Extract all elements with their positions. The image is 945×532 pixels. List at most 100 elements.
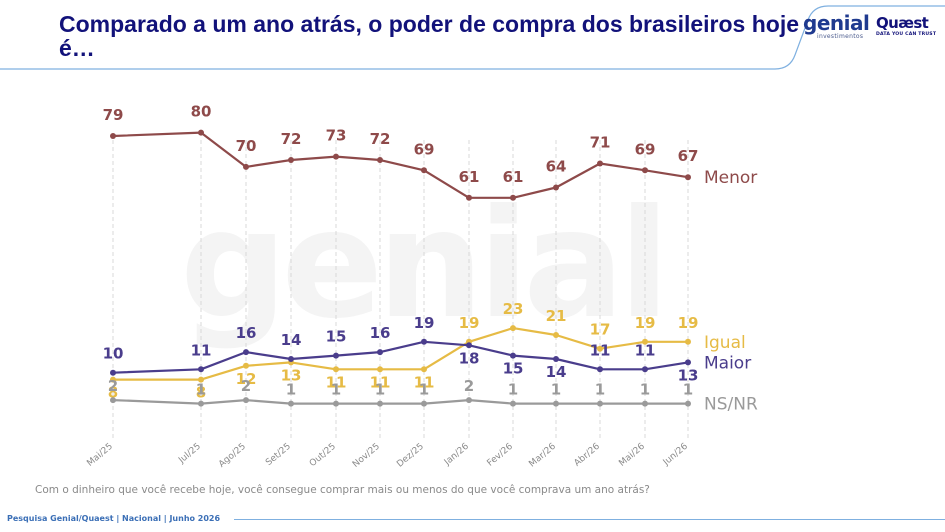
genial-logo-sub: investimentos	[817, 33, 864, 40]
data-label-menor: 79	[103, 106, 124, 124]
data-point-menor	[642, 167, 648, 174]
x-tick-label: Nov/25	[351, 442, 382, 470]
data-label-menor: 73	[326, 127, 347, 145]
data-point-menor	[110, 133, 116, 139]
x-tick-label: Out/25	[308, 442, 338, 469]
genial-watermark: genial	[180, 178, 670, 352]
data-label-ns-nr: 1	[286, 381, 296, 399]
data-label-maior: 13	[678, 366, 699, 384]
data-point-maior	[642, 366, 648, 373]
data-point-ns-nr	[642, 400, 648, 407]
data-point-igual	[110, 376, 116, 383]
data-point-menor	[510, 194, 516, 201]
data-label-menor: 72	[370, 130, 391, 148]
data-label-menor: 61	[459, 168, 480, 186]
data-point-igual	[333, 366, 339, 373]
data-label-menor: 64	[546, 158, 567, 176]
x-tick-label: Dez/25	[395, 442, 426, 470]
data-label-igual: 13	[281, 366, 302, 384]
survey-question: Com o dinheiro que você recebe hoje, voc…	[35, 484, 650, 496]
data-point-maior	[333, 352, 339, 359]
x-tick-label: Jan/26	[442, 441, 471, 468]
data-point-menor	[243, 163, 249, 170]
series-end-label-maior: Maior	[704, 353, 751, 373]
data-point-maior	[510, 352, 516, 359]
data-point-menor	[198, 129, 204, 136]
x-tick-label: Abr/26	[572, 441, 602, 468]
data-label-menor: 70	[236, 137, 257, 155]
data-label-ns-nr: 1	[196, 381, 206, 399]
data-label-igual: 8	[108, 384, 118, 402]
data-label-igual: 23	[503, 300, 524, 318]
data-point-menor	[685, 174, 691, 181]
data-point-maior	[685, 359, 691, 366]
series-end-label-ns-nr: NS/NR	[704, 395, 758, 415]
data-point-maior	[553, 356, 559, 362]
data-label-maior: 11	[635, 341, 656, 359]
data-label-menor: 72	[281, 130, 302, 148]
data-point-ns-nr	[243, 397, 249, 404]
data-point-igual	[685, 338, 691, 345]
data-label-maior: 19	[414, 314, 435, 332]
data-label-igual: 19	[678, 314, 699, 332]
data-point-maior	[198, 366, 204, 373]
series-end-label-menor: Menor	[704, 168, 757, 188]
data-point-ns-nr	[597, 400, 603, 407]
data-point-maior	[597, 366, 603, 373]
quaest-logo-tagline: DATA YOU CAN TRUST	[876, 32, 937, 37]
data-label-maior: 16	[236, 324, 257, 342]
data-label-menor: 61	[503, 168, 524, 186]
data-label-menor: 71	[590, 134, 611, 152]
data-point-igual	[421, 366, 427, 373]
data-label-maior: 14	[281, 331, 302, 349]
x-tick-label: Ago/25	[217, 442, 248, 470]
data-point-ns-nr	[421, 400, 427, 407]
data-point-igual	[642, 338, 648, 345]
footer-line	[234, 519, 945, 520]
genial-logo: genial investimentos	[803, 13, 870, 40]
data-point-igual	[553, 332, 559, 338]
data-label-maior: 16	[370, 324, 391, 342]
data-label-maior: 15	[503, 360, 524, 378]
x-tick-label: Fev/26	[485, 441, 515, 468]
data-point-ns-nr	[110, 397, 116, 404]
data-point-ns-nr	[288, 400, 294, 407]
data-label-maior: 11	[191, 341, 212, 359]
line-chart: Mai/25 Jul/25 Ago/25 Set/25 Out/25 Nov/25 Dez/…	[85, 103, 758, 470]
data-point-ns-nr	[685, 400, 691, 407]
data-label-igual: 11	[414, 373, 435, 391]
data-point-ns-nr	[333, 400, 339, 407]
data-label-menor: 67	[678, 147, 699, 165]
data-label-ns-nr: 2	[241, 377, 251, 395]
data-point-igual	[243, 362, 249, 369]
data-label-igual: 19	[635, 314, 656, 332]
data-label-menor: 80	[191, 103, 212, 121]
data-point-igual	[198, 376, 204, 383]
data-point-maior	[377, 349, 383, 356]
page-title: Comparado a um ano atrás, o poder de com…	[59, 11, 800, 61]
data-point-igual	[510, 325, 516, 332]
data-label-menor: 69	[635, 140, 656, 158]
data-point-menor	[377, 157, 383, 163]
data-label-ns-nr: 2	[464, 377, 474, 395]
data-point-maior	[421, 338, 427, 345]
header-accent-line	[0, 5, 945, 70]
quaest-logo-word: Quæst	[876, 14, 929, 32]
data-point-ns-nr	[510, 400, 516, 407]
data-label-ns-nr: 2	[108, 377, 118, 395]
data-label-igual: 11	[326, 373, 347, 391]
data-label-igual: 17	[590, 321, 611, 339]
data-label-ns-nr: 1	[551, 381, 561, 399]
data-label-ns-nr: 1	[508, 381, 518, 399]
data-point-menor	[333, 153, 339, 160]
series-end-label-igual: Igual	[704, 333, 746, 353]
x-tick-label: Mai/25	[85, 442, 115, 469]
data-point-menor	[597, 160, 603, 167]
data-point-igual	[377, 366, 383, 373]
quaest-logo: Quæst DATA YOU CAN TRUST	[876, 15, 936, 37]
data-label-menor: 69	[414, 140, 435, 158]
x-tick-label: Mai/26	[617, 441, 647, 468]
data-label-maior: 10	[103, 345, 124, 363]
data-label-maior: 15	[326, 328, 347, 346]
data-label-ns-nr: 1	[331, 381, 341, 399]
